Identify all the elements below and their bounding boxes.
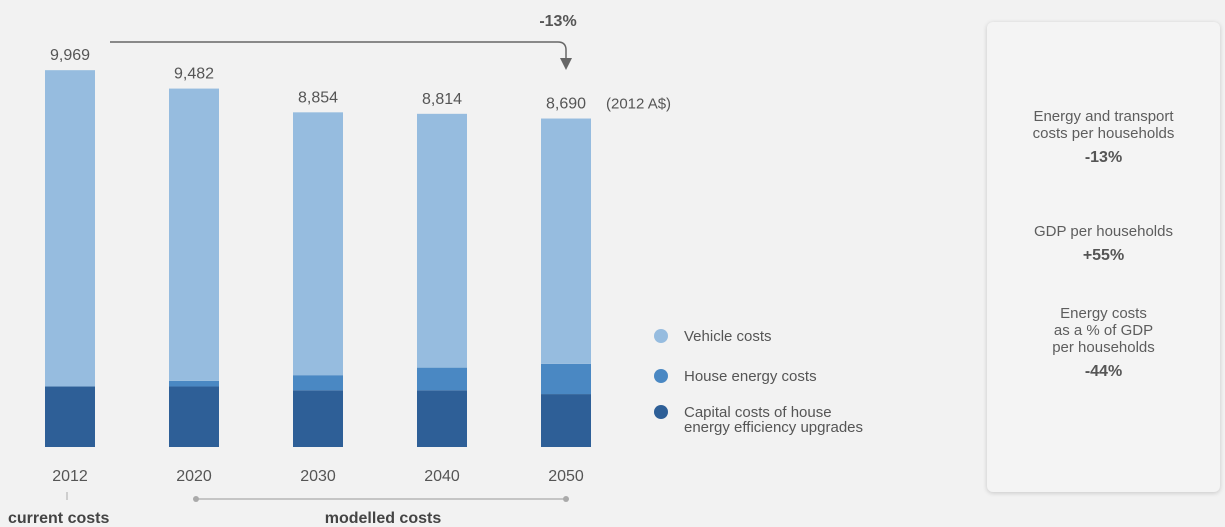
summary-stat-energy-transport: Energy and transport costs per household…	[987, 108, 1220, 167]
bar-segment-2040	[417, 113, 467, 368]
legend-label: Vehicle costs	[684, 328, 772, 345]
x-tick-label: 2040	[424, 468, 460, 485]
current-costs-label: current costs	[8, 510, 109, 527]
bar-total-label: 9,969	[50, 47, 90, 64]
x-tick-label: 2020	[176, 468, 212, 485]
arrow-head-icon	[560, 58, 572, 70]
bar-segment-2020	[169, 386, 219, 447]
legend-swatch	[654, 329, 668, 343]
x-tick-label: 2030	[300, 468, 336, 485]
unit-label: (2012 A$)	[606, 96, 671, 113]
summary-stat-value: -13%	[1084, 149, 1123, 166]
legend-label: House energy costs	[684, 368, 817, 385]
bar-total-label: 9,482	[174, 66, 214, 83]
legend-label: Capital costs of house	[684, 404, 832, 421]
summary-panel: Energy and transport costs per household…	[987, 22, 1220, 492]
bar-segment-2030	[293, 112, 343, 376]
x-tick-label: 2012	[52, 468, 88, 485]
stacked-bar-chart: 9,969 2012 9,482 2020 8,854 2030 8,814 2040 8,69…	[8, 13, 863, 527]
summary-stat-label: Energy costs as a % of GDP per household…	[1052, 305, 1155, 356]
bar-segment-2040	[417, 367, 467, 391]
bar-total-label: 8,690	[546, 96, 586, 113]
period-endpoint-dot	[563, 496, 569, 502]
summary-stat-value: +55%	[1082, 247, 1125, 264]
summary-stat-energy-gdp-share: Energy costs as a % of GDP per household…	[987, 305, 1220, 381]
bar-total-label: 8,814	[422, 91, 462, 108]
period-endpoint-dot	[193, 496, 199, 502]
bar-segment-2040	[417, 390, 467, 447]
legend-swatch	[654, 405, 668, 419]
bar-segment-2050	[541, 363, 591, 395]
bar-segment-2020	[169, 88, 219, 381]
bar-segment-2050	[541, 394, 591, 447]
modelled-costs-label: modelled costs	[325, 510, 442, 527]
legend-label: energy efficiency upgrades	[684, 419, 863, 436]
x-tick-label: 2050	[548, 468, 584, 485]
bar-segment-2012	[45, 70, 95, 387]
bar-segment-2012	[45, 386, 95, 447]
bar-segment-2020	[169, 380, 219, 387]
change-arrow-line	[110, 41, 567, 58]
summary-stat-value: -44%	[1084, 363, 1123, 380]
legend-swatch	[654, 369, 668, 383]
summary-stat-gdp: GDP per households +55%	[987, 223, 1220, 265]
summary-stat-label: Energy and transport costs per household…	[1032, 108, 1175, 142]
bar-total-label: 8,854	[298, 89, 338, 106]
bar-segment-2030	[293, 390, 343, 447]
bar-segment-2030	[293, 375, 343, 391]
summary-stat-label: GDP per households	[1034, 223, 1173, 240]
bar-segment-2050	[541, 118, 591, 364]
change-annotation-label: -13%	[539, 13, 576, 30]
